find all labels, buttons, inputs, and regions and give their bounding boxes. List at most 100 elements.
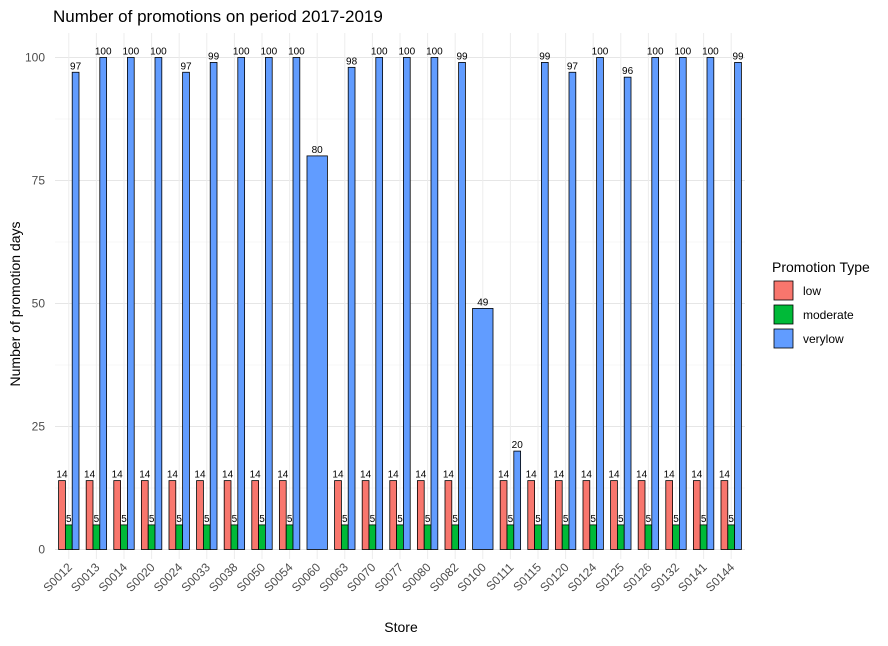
bar-value-label: 5 bbox=[176, 514, 182, 525]
bar-value-label: 99 bbox=[456, 51, 468, 62]
bar-moderate bbox=[258, 524, 266, 550]
x-tick-label: S0111 bbox=[483, 560, 516, 593]
x-tick-label: S0054 bbox=[261, 560, 296, 595]
bar-value-label: 98 bbox=[346, 56, 358, 67]
legend-label: low bbox=[803, 284, 821, 298]
x-tick-label: S0070 bbox=[344, 560, 379, 595]
bar-moderate bbox=[396, 524, 404, 550]
bar-value-label: 100 bbox=[398, 47, 415, 58]
bar-value-label: 5 bbox=[728, 514, 734, 525]
bar-value-label: 100 bbox=[150, 47, 167, 58]
bar-verylow bbox=[706, 57, 715, 550]
bar-value-label: 5 bbox=[149, 514, 155, 525]
bar-value-label: 5 bbox=[618, 514, 624, 525]
bar-value-label: 14 bbox=[719, 470, 731, 481]
bar-low bbox=[692, 480, 701, 550]
bar-low bbox=[389, 480, 397, 550]
legend-key-moderate bbox=[773, 304, 794, 325]
legend-title: Promotion Type bbox=[772, 259, 870, 275]
bar-verylow bbox=[513, 450, 522, 550]
bar-moderate bbox=[589, 524, 598, 550]
bar-verylow bbox=[127, 57, 135, 550]
bar-low bbox=[361, 480, 370, 550]
bar-value-label: 100 bbox=[260, 47, 277, 58]
x-tick-label: S0082 bbox=[427, 560, 462, 595]
x-tick-label: S0012 bbox=[40, 560, 75, 595]
bar-low bbox=[85, 480, 94, 550]
bar-value-label: 5 bbox=[508, 514, 514, 525]
bar-low bbox=[582, 480, 591, 550]
legend-key-verylow bbox=[773, 328, 794, 349]
bar-low bbox=[527, 480, 535, 550]
x-tick-label: S0060 bbox=[289, 560, 324, 595]
bar-verylow bbox=[71, 71, 80, 550]
bar-verylow bbox=[182, 71, 190, 550]
bar-value-label: 80 bbox=[312, 145, 324, 156]
bar-value-label: 14 bbox=[691, 470, 703, 481]
bar-moderate bbox=[147, 524, 156, 550]
bar-verylow bbox=[154, 57, 163, 550]
bar-value-label: 14 bbox=[167, 470, 179, 481]
bar-moderate bbox=[175, 524, 184, 550]
bar-value-label: 96 bbox=[622, 66, 634, 77]
x-tick-label: S0014 bbox=[96, 560, 131, 595]
bar-value-label: 97 bbox=[180, 61, 192, 72]
x-tick-label: S0077 bbox=[372, 560, 407, 595]
bar-verylow bbox=[679, 57, 687, 550]
legend-key-low bbox=[773, 280, 794, 301]
bar-value-label: 5 bbox=[673, 514, 679, 525]
bar-value-label: 100 bbox=[233, 47, 250, 58]
y-tick-label: 100 bbox=[25, 51, 45, 65]
bar-verylow bbox=[347, 66, 356, 550]
bar-value-label: 97 bbox=[567, 61, 579, 72]
bars bbox=[58, 57, 742, 550]
bar-value-label: 100 bbox=[592, 47, 609, 58]
bar-value-label: 14 bbox=[608, 470, 620, 481]
x-tick-label: S0024 bbox=[151, 560, 186, 595]
bar-verylow bbox=[265, 57, 273, 550]
bar-value-label: 5 bbox=[397, 514, 403, 525]
bar-verylow bbox=[458, 62, 466, 550]
x-tick-label: S0050 bbox=[234, 560, 269, 595]
bar-low bbox=[499, 480, 508, 550]
bar-value-label: 14 bbox=[277, 470, 289, 481]
bar-verylow bbox=[209, 62, 218, 550]
bar-low bbox=[113, 480, 121, 550]
bar-value-label: 14 bbox=[112, 470, 124, 481]
bar-moderate bbox=[423, 524, 432, 550]
bar-low bbox=[58, 480, 66, 550]
bar-value-label: 14 bbox=[194, 470, 206, 481]
bar-moderate bbox=[451, 524, 460, 550]
bar-value-label: 5 bbox=[590, 514, 596, 525]
bar-low bbox=[196, 480, 204, 550]
bar-value-label: 14 bbox=[553, 470, 565, 481]
bar-low bbox=[554, 480, 563, 550]
bar-value-label: 5 bbox=[646, 514, 652, 525]
bar-moderate bbox=[368, 524, 377, 550]
bar-value-label: 14 bbox=[139, 470, 151, 481]
bar-moderate bbox=[561, 524, 570, 550]
y-tick-label: 0 bbox=[38, 543, 45, 557]
x-tick-label: S0126 bbox=[620, 560, 655, 595]
bar-value-label: 5 bbox=[563, 514, 569, 525]
bar-moderate bbox=[230, 524, 239, 550]
bar-verylow bbox=[306, 155, 328, 550]
bar-value-label: 14 bbox=[84, 470, 96, 481]
bar-value-label: 100 bbox=[702, 47, 719, 58]
x-tick-label: S0120 bbox=[537, 560, 572, 595]
bar-moderate bbox=[120, 524, 128, 550]
bar-verylow bbox=[472, 308, 494, 550]
bar-value-label: 99 bbox=[208, 51, 220, 62]
bar-value-label: 5 bbox=[287, 514, 293, 525]
chart-title: Number of promotions on period 2017-2019 bbox=[53, 7, 383, 26]
bar-low bbox=[223, 480, 232, 550]
y-tick-label: 75 bbox=[32, 174, 46, 188]
bar-value-label: 100 bbox=[122, 47, 139, 58]
bar-low bbox=[278, 480, 287, 550]
bar-moderate bbox=[506, 524, 515, 550]
bar-value-label: 5 bbox=[535, 514, 541, 525]
x-tick-label: S0038 bbox=[206, 560, 241, 595]
bar-value-label: 5 bbox=[232, 514, 238, 525]
